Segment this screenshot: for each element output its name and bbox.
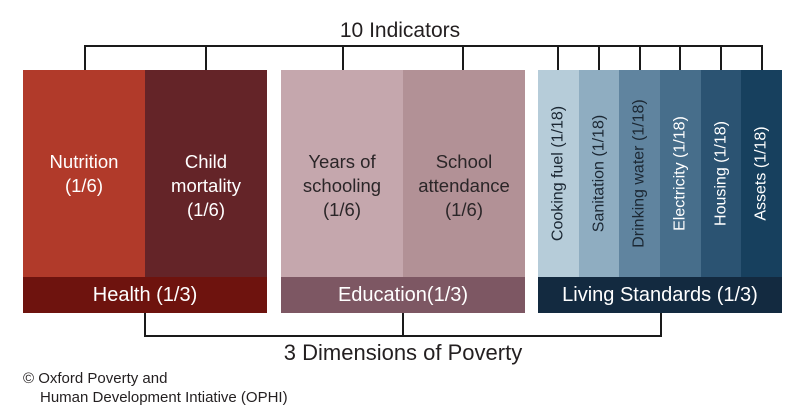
label-line: School xyxy=(435,151,493,172)
label-line: (1/6) xyxy=(444,199,484,220)
indicator-box-drinking-water xyxy=(619,70,660,277)
dimensions-title: 3 Dimensions of Poverty xyxy=(283,340,523,365)
label-line: (1/6) xyxy=(64,175,104,196)
indicator-box-assets xyxy=(741,70,782,277)
indicator-box-electricity xyxy=(660,70,701,277)
copyright-line-2: Human Development Intiative (OPHI) xyxy=(40,389,288,406)
bottom-bracket-tick xyxy=(660,313,662,337)
label-line: (1/6) xyxy=(186,199,226,220)
indicator-label-nutrition: Nutrition (1/6) xyxy=(23,150,145,198)
copyright-line-1: © Oxford Poverty and xyxy=(23,370,168,387)
label-line: mortality xyxy=(171,175,241,196)
dimension-footer-health: Health (1/3) xyxy=(23,277,267,313)
label-line: Nutrition xyxy=(49,151,119,172)
indicator-label-child-mortality: Child mortality (1/6) xyxy=(145,150,267,222)
top-bracket-tick xyxy=(557,45,559,70)
bottom-bracket-line xyxy=(144,335,662,337)
top-bracket-tick xyxy=(720,45,722,70)
bottom-bracket-tick xyxy=(144,313,146,337)
label-line: Child xyxy=(184,151,228,172)
indicator-label-electricity: Electricity (1/18) xyxy=(671,116,689,231)
label-line: Years of xyxy=(308,151,376,172)
indicator-label-school-attendance: School attendance (1/6) xyxy=(403,150,525,222)
indicator-box-school-attendance xyxy=(403,70,525,277)
indicator-box-nutrition xyxy=(23,70,145,277)
copyright-credit: © Oxford Poverty and Human Development I… xyxy=(23,369,288,407)
top-bracket-tick xyxy=(84,45,86,70)
dimension-footer-education: Education(1/3) xyxy=(281,277,525,313)
indicator-label-housing: Housing (1/18) xyxy=(712,121,730,226)
indicator-label-sanitation: Sanitation (1/18) xyxy=(590,114,608,233)
indicator-box-years-of-schooling xyxy=(281,70,403,277)
top-bracket-tick xyxy=(761,45,763,70)
top-bracket-tick xyxy=(462,45,464,70)
top-bracket-tick xyxy=(679,45,681,70)
top-bracket-tick xyxy=(205,45,207,70)
indicator-label-cooking-fuel: Cooking fuel (1/18) xyxy=(549,105,567,242)
bottom-bracket-tick xyxy=(402,313,404,337)
label-line: (1/6) xyxy=(322,199,362,220)
top-bracket-tick xyxy=(598,45,600,70)
top-bracket-line xyxy=(84,45,763,47)
label-line: schooling xyxy=(302,175,382,196)
indicator-label-drinking-water: Drinking water (1/18) xyxy=(630,99,648,248)
indicator-box-housing xyxy=(701,70,741,277)
dimension-footer-living-standards: Living Standards (1/3) xyxy=(538,277,782,313)
top-bracket-tick xyxy=(639,45,641,70)
label-line: attendance xyxy=(418,175,510,196)
indicator-box-cooking-fuel xyxy=(538,70,579,277)
indicator-box-child-mortality xyxy=(145,70,267,277)
top-bracket-tick xyxy=(342,45,344,70)
indicators-title: 10 Indicators xyxy=(339,19,461,42)
indicator-box-sanitation xyxy=(579,70,619,277)
indicator-label-years-of-schooling: Years of schooling (1/6) xyxy=(281,150,403,222)
indicator-label-assets: Assets (1/18) xyxy=(752,126,770,221)
